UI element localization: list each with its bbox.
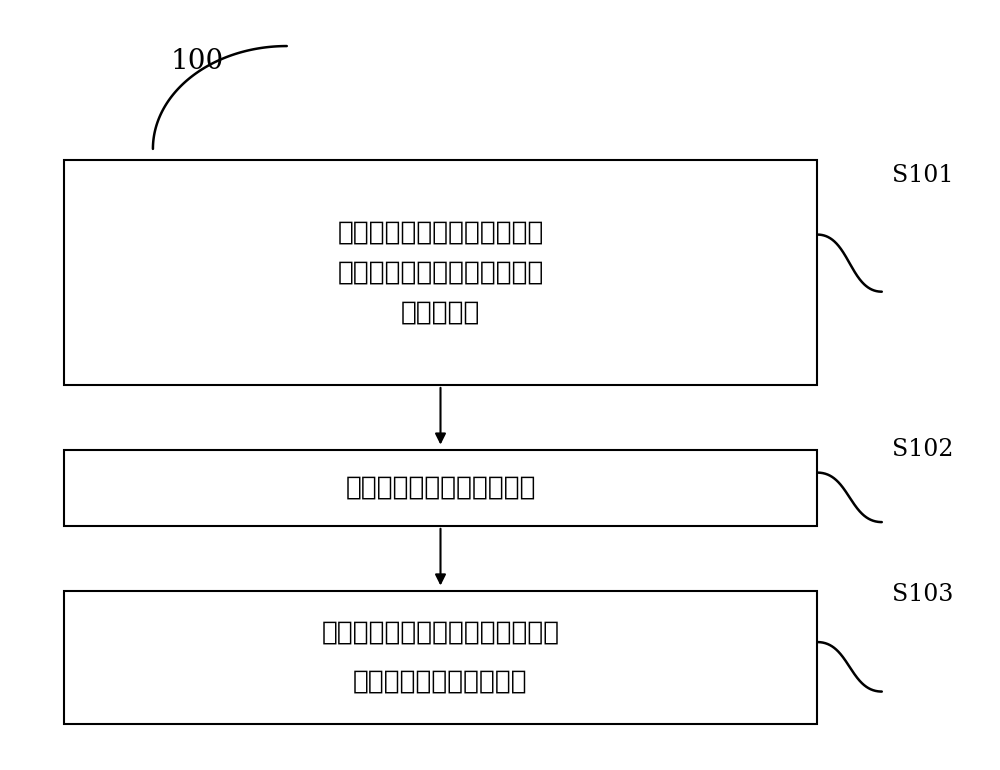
Text: 100: 100 [171, 48, 224, 75]
Text: 将分子图输入预设模型，并接: 将分子图输入预设模型，并接 [337, 220, 544, 246]
Text: 收所述预设模型输出的所述候: 收所述预设模型输出的所述候 [337, 259, 544, 286]
FancyBboxPatch shape [64, 160, 817, 385]
Text: 构象，得到三维分子构象: 构象，得到三维分子构象 [353, 668, 528, 695]
FancyBboxPatch shape [64, 450, 817, 526]
Text: 基于规则算法得到初始构象: 基于规则算法得到初始构象 [345, 475, 536, 500]
Text: 基于所述候选扭转角值与所述初始: 基于所述候选扭转角值与所述初始 [321, 620, 560, 646]
Text: S102: S102 [892, 438, 953, 461]
Text: 选扭转角值: 选扭转角值 [401, 300, 480, 325]
FancyBboxPatch shape [64, 591, 817, 724]
Text: S103: S103 [892, 583, 953, 606]
Text: S101: S101 [892, 164, 953, 187]
